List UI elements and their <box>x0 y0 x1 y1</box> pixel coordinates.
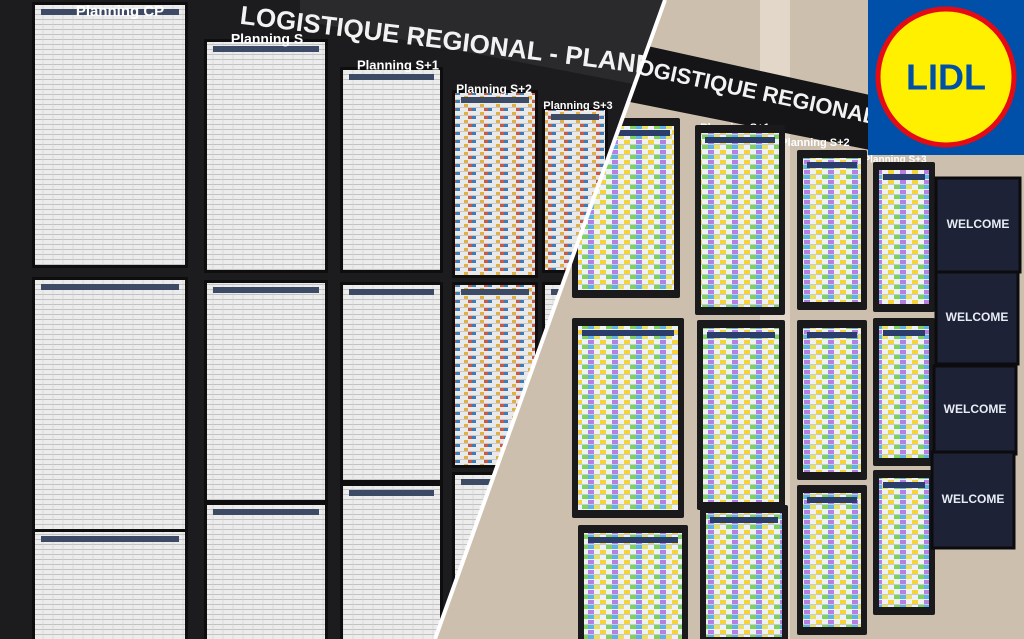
monitor-screen <box>879 170 929 304</box>
monitor-screen <box>578 326 678 510</box>
monitor-screen <box>803 493 861 627</box>
paper-sheet <box>343 486 440 639</box>
screen-header <box>883 174 925 180</box>
paper-sheet <box>343 285 440 480</box>
monitor-screen <box>803 158 861 302</box>
divider <box>433 0 667 639</box>
paper-sheet <box>207 42 325 270</box>
sheet-header <box>41 536 179 542</box>
screen-header <box>707 332 775 338</box>
banner-band <box>620 40 870 150</box>
screen-header <box>807 162 857 168</box>
monitor-screen <box>879 478 929 607</box>
paper-sheet <box>35 5 185 265</box>
screen-header <box>582 330 674 336</box>
screen-header <box>582 130 670 136</box>
screen-header <box>807 332 857 338</box>
sheet-header <box>41 9 179 15</box>
screen-header <box>705 137 775 143</box>
sheet-header <box>41 284 179 290</box>
monitor-screen <box>879 326 929 458</box>
paper-sheet <box>35 280 185 530</box>
logo-circle <box>875 6 1017 148</box>
paper-sheet <box>455 93 535 275</box>
paper-sheet <box>35 532 185 639</box>
column-title: Planning S+3 <box>543 100 612 112</box>
column-title: Planning S <box>231 31 303 47</box>
column-title: Planning S+3 <box>863 155 927 166</box>
paper-sheet <box>343 70 440 270</box>
sheet-header <box>349 490 434 496</box>
welcome-screens: WELCOME WELCOME WELCOME WELCOME <box>930 176 1022 550</box>
sheet-header <box>213 287 319 293</box>
welcome-text: WELCOME <box>946 310 1009 324</box>
monitor-screen <box>803 328 861 472</box>
monitor-screen <box>703 328 779 502</box>
welcome-text: WELCOME <box>947 217 1010 231</box>
column-title: Planning S+2 <box>456 82 532 96</box>
paper-sheets <box>32 2 608 639</box>
sheet-header <box>349 289 434 295</box>
paper-sheet <box>207 283 325 500</box>
column-title: Planning S+2 <box>780 137 849 149</box>
screen-header <box>588 537 678 543</box>
logo-text: LIDL <box>906 57 986 98</box>
lidl-logo: LIDL <box>868 0 1024 155</box>
sheet-header <box>349 74 434 80</box>
screen-header <box>807 497 857 503</box>
welcome-screen <box>932 364 1018 456</box>
welcome-text: WELCOME <box>942 492 1005 506</box>
welcome-text: WELCOME <box>944 402 1007 416</box>
welcome-screen <box>930 450 1016 550</box>
sheet-header <box>213 46 319 52</box>
column-title: Planning CP <box>76 3 164 20</box>
monitor-screen <box>701 133 779 307</box>
screen-header <box>883 482 925 488</box>
monitor-screen <box>706 513 782 637</box>
monitors <box>572 118 935 639</box>
monitor-screen <box>584 533 682 639</box>
paper-sheet <box>207 505 325 639</box>
screen-header <box>883 330 925 336</box>
welcome-screen <box>934 270 1020 366</box>
sheet-header <box>551 114 599 120</box>
screen-header <box>710 517 778 523</box>
banner-band <box>300 0 665 90</box>
sheet-header <box>461 97 529 103</box>
sheet-header <box>213 509 319 515</box>
column-title: Planning S+1 <box>357 57 439 72</box>
sheet-header <box>461 289 529 295</box>
